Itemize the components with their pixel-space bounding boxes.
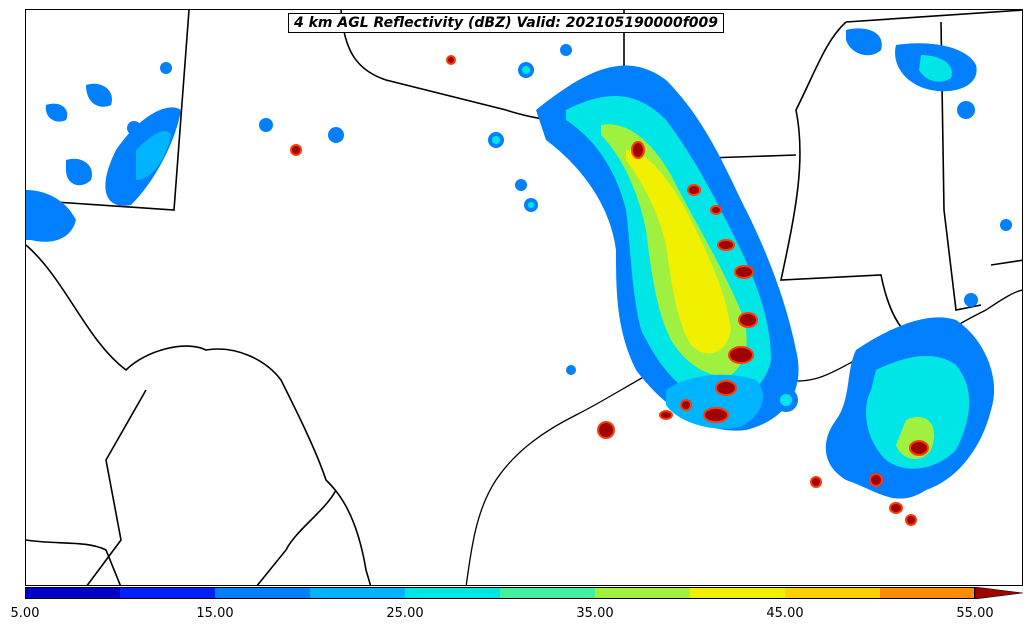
colorbar-outline	[25, 587, 975, 599]
colorbar-segment	[405, 587, 500, 599]
map-title: 4 km AGL Reflectivity (dBZ) Valid: 20210…	[288, 13, 725, 33]
colorbar-tick-label: 55.00	[956, 606, 994, 621]
colorbar-extend-arrow-icon	[974, 587, 1024, 599]
colorbar-segment	[500, 587, 595, 599]
colorbar-segment	[880, 587, 975, 599]
colorbar-tick-label: 35.00	[576, 606, 614, 621]
colorbar-tick-label: 45.00	[766, 606, 804, 621]
mexico-state-border	[86, 389, 147, 585]
mexico-state-border-2	[26, 539, 122, 585]
colorbar-segment	[785, 587, 880, 599]
mexico-state-border-3	[256, 489, 337, 585]
map-plot-area[interactable]	[25, 9, 1023, 586]
colorbar-segment	[310, 587, 405, 599]
state-border-tn	[845, 10, 1022, 23]
borders	[26, 10, 1022, 585]
colorbar-segment	[215, 587, 310, 599]
colorbar	[25, 587, 1024, 599]
state-border-al-fl	[990, 259, 1022, 266]
colorbar-tick-label: 25.00	[386, 606, 424, 621]
mississippi-river-border	[779, 21, 917, 341]
colorbar-tick-label: 5.00	[10, 606, 40, 621]
state-border-nm-tx	[26, 10, 190, 211]
colorbar-segment	[25, 587, 120, 599]
colorbar-segment	[595, 587, 690, 599]
colorbar-segment	[690, 587, 785, 599]
reflectivity-field	[26, 28, 1012, 526]
colorbar-tick-label: 15.00	[196, 606, 234, 621]
rio-grande-border	[26, 244, 372, 585]
colorbar-segment	[120, 587, 215, 599]
state-border-ms-al	[940, 21, 982, 311]
map-svg	[26, 10, 1022, 585]
